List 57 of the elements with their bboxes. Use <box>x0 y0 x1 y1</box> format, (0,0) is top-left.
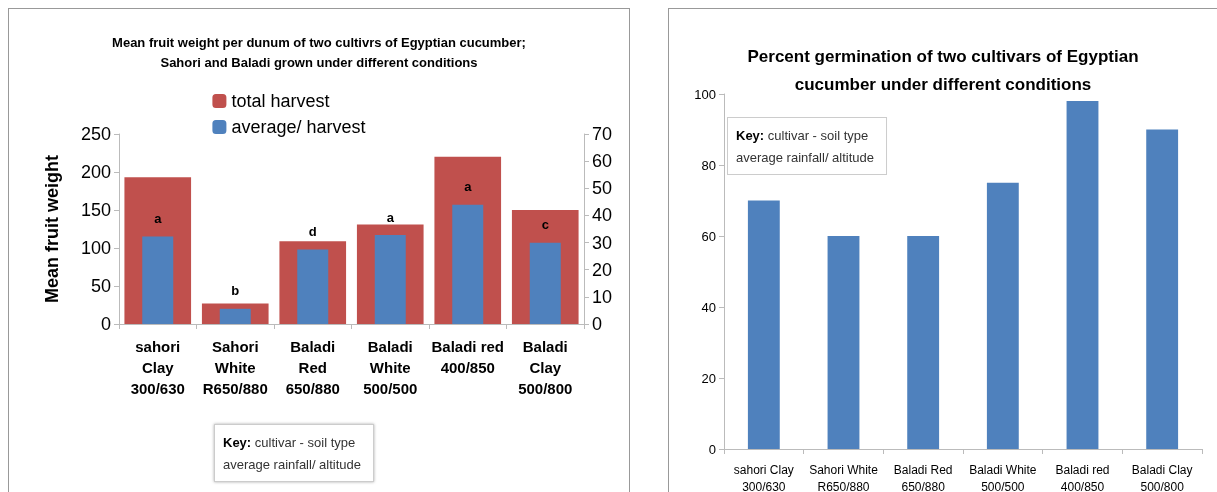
x-tick-label: sahori Clay 300/630 <box>130 338 185 397</box>
y2-tick-label: 20 <box>592 259 613 280</box>
x-tick-label: Baladi red 400/850 <box>1055 462 1110 492</box>
y2-tick-label: 30 <box>592 232 613 253</box>
bar <box>747 200 780 449</box>
x-tick-label: sahori Clay 300/630 <box>733 462 794 492</box>
y-tick-label: 0 <box>100 314 111 334</box>
y-tick-label: 50 <box>90 276 111 296</box>
bar <box>452 204 484 324</box>
legend-label: average/ harvest <box>231 117 366 137</box>
y-tick-label: 60 <box>701 228 716 244</box>
annotation: c <box>541 217 549 233</box>
bar <box>219 308 251 324</box>
y-axis-title: Mean fruit weight <box>42 155 62 303</box>
chart-title: Mean fruit weight per dunum of two cultivrs of Egyptian cucumber; Sahori and Baladi grown under different conditions <box>112 34 526 70</box>
y2-tick-label: 70 <box>592 124 613 144</box>
y2-tick-label: 60 <box>592 151 613 172</box>
x-tick-label: Baladi Red 650/880 <box>893 462 953 492</box>
annotation: a <box>154 211 163 227</box>
annotation: Key: cultivar - soil type average rainfall/ altitude <box>736 127 875 165</box>
bar <box>907 236 940 449</box>
y2-tick-label: 50 <box>592 178 613 199</box>
annotation: a <box>464 179 473 195</box>
x-tick-label: Baladi White 500/500 <box>969 462 1037 492</box>
y2-tick-label: 10 <box>592 286 613 307</box>
bar <box>374 235 406 324</box>
annotation: d <box>308 224 317 240</box>
y-tick-label: 150 <box>80 200 111 220</box>
y2-tick-label: 0 <box>592 314 603 334</box>
x-tick-label: Sahori White R650/880 <box>809 462 879 492</box>
chart-title: Percent germination of two cultivars of Egyptian cucumber under different conditions <box>747 46 1139 94</box>
y-tick-label: 100 <box>80 238 111 258</box>
y-tick-label: 200 <box>80 162 111 182</box>
y-tick-label: 40 <box>701 299 716 315</box>
bar <box>1066 101 1099 449</box>
x-tick-label: Baladi White 500/500 <box>363 338 418 397</box>
y-tick-label: 100 <box>694 86 716 102</box>
bar <box>142 236 174 324</box>
bar <box>529 242 561 324</box>
y-tick-label: 250 <box>80 124 111 144</box>
x-tick-label: Baladi Clay 500/800 <box>1131 462 1193 492</box>
annotation: a <box>386 209 395 225</box>
bar <box>827 236 860 449</box>
y-tick-label: 0 <box>708 441 716 457</box>
annotation: b <box>231 283 240 299</box>
x-tick-label: Baladi red 400/850 <box>431 338 505 376</box>
x-tick-label: Sahori White R650/880 <box>202 338 268 397</box>
x-tick-label: Baladi Red 650/880 <box>285 338 340 397</box>
y-tick-label: 80 <box>701 157 716 173</box>
bar <box>297 249 329 324</box>
y-tick-label: 20 <box>701 370 716 386</box>
y2-tick-label: 40 <box>592 205 613 226</box>
legend-label: total harvest <box>231 91 330 111</box>
bar <box>986 182 1019 449</box>
x-tick-label: Baladi Clay 500/800 <box>518 338 573 397</box>
bar <box>1146 129 1179 449</box>
text: Key: cultivar - soil type average rainfall/ altitude <box>223 434 362 472</box>
